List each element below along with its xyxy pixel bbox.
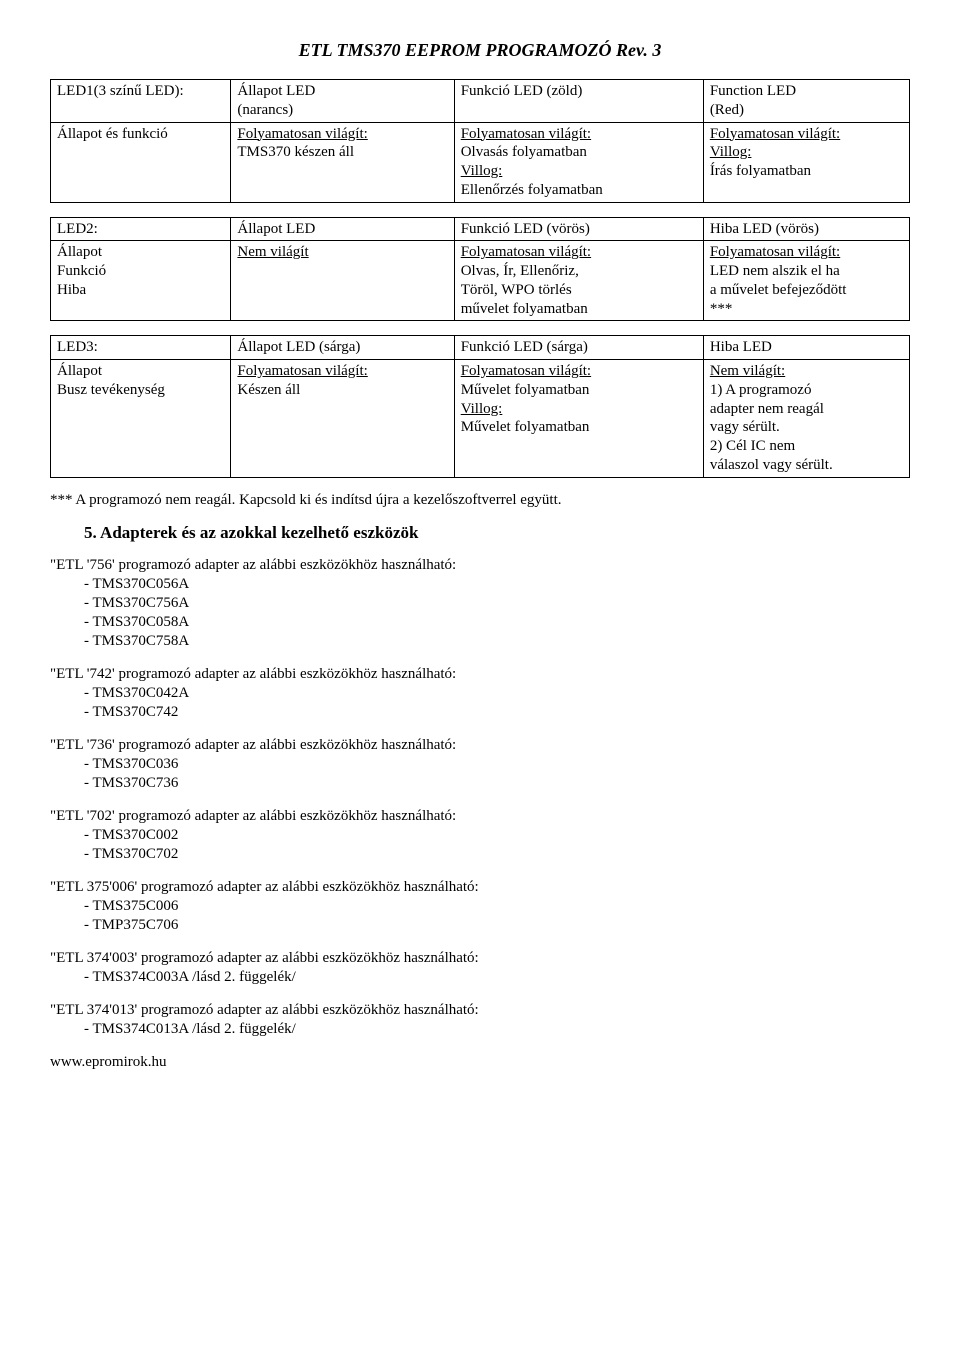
led1-r2c3: Folyamatosan világít: Olvasás folyamatba… <box>454 122 703 202</box>
led3-r2c4: Nem világít: 1) A programozó adapter nem… <box>703 360 909 478</box>
footer-url: www.epromirok.hu <box>50 1054 910 1071</box>
led1-r2c4: Folyamatosan világít: Villog: Írás folya… <box>703 122 909 202</box>
led2-r1c1: LED2: <box>51 217 231 241</box>
text: Állapot LED <box>237 83 315 99</box>
adapter-device-item: - TMP375C706 <box>84 917 910 934</box>
adapter-device-item: - TMS370C058A <box>84 614 910 631</box>
led2-table: LED2: Állapot LED Funkció LED (vörös) Hi… <box>50 217 910 322</box>
led1-r1c1: LED1(3 színű LED): <box>51 80 231 123</box>
text: (Red) <box>710 102 744 118</box>
adapter-intro: "ETL 374'003' programozó adapter az aláb… <box>50 950 910 967</box>
text: művelet folyamatban <box>461 301 588 317</box>
text: Villog: <box>710 144 752 160</box>
led3-r2c2: Folyamatosan világít: Készen áll <box>231 360 454 478</box>
adapter-device-item: - TMS370C702 <box>84 846 910 863</box>
adapter-device-item: - TMS370C002 <box>84 827 910 844</box>
led3-r1c1: LED3: <box>51 336 231 360</box>
text: Készen áll <box>237 382 300 398</box>
adapter-intro: "ETL '742' programozó adapter az alábbi … <box>50 666 910 683</box>
text: Folyamatosan világít: <box>461 363 591 379</box>
text: válaszol vagy sérült. <box>710 457 833 473</box>
led1-r1c3: Funkció LED (zöld) <box>454 80 703 123</box>
adapter-device-item: - TMS375C006 <box>84 898 910 915</box>
adapter-intro: "ETL '736' programozó adapter az alábbi … <box>50 737 910 754</box>
adapter-intro: "ETL 374'013' programozó adapter az aláb… <box>50 1002 910 1019</box>
text: Busz tevékenység <box>57 382 165 398</box>
text: Olvasás folyamatban <box>461 144 587 160</box>
led3-table: LED3: Állapot LED (sárga) Funkció LED (s… <box>50 335 910 477</box>
text: adapter nem reagál <box>710 401 824 417</box>
text: (narancs) <box>237 102 293 118</box>
led1-r2c2: Folyamatosan világít: TMS370 készen áll <box>231 122 454 202</box>
adapter-block: "ETL 374'003' programozó adapter az aláb… <box>50 950 910 986</box>
adapter-device-item: - TMS374C003A /lásd 2. függelék/ <box>84 969 910 986</box>
text: Írás folyamatban <box>710 163 811 179</box>
text: Folyamatosan világít: <box>237 126 367 142</box>
text: Folyamatosan világít: <box>461 244 591 260</box>
text: LED nem alszik el ha <box>710 263 840 279</box>
led1-r2c1: Állapot és funkció <box>51 122 231 202</box>
text: Villog: <box>461 401 503 417</box>
led2-r1c4: Hiba LED (vörös) <box>703 217 909 241</box>
led3-r2c1: Állapot Busz tevékenység <box>51 360 231 478</box>
adapter-device-item: - TMS370C736 <box>84 775 910 792</box>
adapter-block: "ETL '702' programozó adapter az alábbi … <box>50 808 910 863</box>
section-5-heading: 5. Adapterek és az azokkal kezelhető esz… <box>84 523 910 543</box>
adapter-device-item: - TMS374C013A /lásd 2. függelék/ <box>84 1021 910 1038</box>
text: Művelet folyamatban <box>461 419 590 435</box>
text: Állapot <box>57 363 102 379</box>
text: *** <box>710 301 733 317</box>
led2-r2c2: Nem világít <box>231 241 454 321</box>
led2-r2c4: Folyamatosan világít: LED nem alszik el … <box>703 241 909 321</box>
led2-r2c3: Folyamatosan világít: Olvas, Ír, Ellenőr… <box>454 241 703 321</box>
text: Nem világít: <box>710 363 785 379</box>
text: Művelet folyamatban <box>461 382 590 398</box>
text: Nem világít <box>237 244 308 260</box>
led1-r1c4: Function LED (Red) <box>703 80 909 123</box>
led2-r1c3: Funkció LED (vörös) <box>454 217 703 241</box>
text: Folyamatosan világít: <box>710 244 840 260</box>
text: Function LED <box>710 83 796 99</box>
text: Folyamatosan világít: <box>461 126 591 142</box>
text: Folyamatosan világít: <box>237 363 367 379</box>
adapter-block: "ETL '756' programozó adapter az alábbi … <box>50 557 910 650</box>
text: Funkció <box>57 263 106 279</box>
adapter-device-item: - TMS370C756A <box>84 595 910 612</box>
led3-r1c2: Állapot LED (sárga) <box>231 336 454 360</box>
adapter-intro: "ETL '702' programozó adapter az alábbi … <box>50 808 910 825</box>
text: vagy sérült. <box>710 419 780 435</box>
text: 1) A programozó <box>710 382 812 398</box>
text: Olvas, Ír, Ellenőriz, <box>461 263 579 279</box>
text: Villog: <box>461 163 503 179</box>
adapter-block: "ETL 374'013' programozó adapter az aláb… <box>50 1002 910 1038</box>
text: Állapot <box>57 244 102 260</box>
adapter-block: "ETL '742' programozó adapter az alábbi … <box>50 666 910 721</box>
led3-r1c4: Hiba LED <box>703 336 909 360</box>
adapter-intro: "ETL 375'006' programozó adapter az aláb… <box>50 879 910 896</box>
adapter-device-item: - TMS370C036 <box>84 756 910 773</box>
led1-r1c2: Állapot LED (narancs) <box>231 80 454 123</box>
text: a művelet befejeződött <box>710 282 847 298</box>
adapters-section: "ETL '756' programozó adapter az alábbi … <box>50 557 910 1038</box>
adapter-device-item: - TMS370C056A <box>84 576 910 593</box>
adapter-block: "ETL '736' programozó adapter az alábbi … <box>50 737 910 792</box>
led2-r2c1: Állapot Funkció Hiba <box>51 241 231 321</box>
text: Hiba <box>57 282 86 298</box>
text: TMS370 készen áll <box>237 144 354 160</box>
led3-r1c3: Funkció LED (sárga) <box>454 336 703 360</box>
adapter-device-item: - TMS370C042A <box>84 685 910 702</box>
adapter-block: "ETL 375'006' programozó adapter az aláb… <box>50 879 910 934</box>
led2-r1c2: Állapot LED <box>231 217 454 241</box>
note-after-table3: *** A programozó nem reagál. Kapcsold ki… <box>50 492 910 509</box>
text: 2) Cél IC nem <box>710 438 795 454</box>
text: Folyamatosan világít: <box>710 126 840 142</box>
document-title: ETL TMS370 EEPROM PROGRAMOZÓ Rev. 3 <box>50 40 910 61</box>
led3-r2c3: Folyamatosan világít: Művelet folyamatba… <box>454 360 703 478</box>
led1-table: LED1(3 színű LED): Állapot LED (narancs)… <box>50 79 910 203</box>
adapter-device-item: - TMS370C758A <box>84 633 910 650</box>
text: Ellenőrzés folyamatban <box>461 182 603 198</box>
text: Töröl, WPO törlés <box>461 282 572 298</box>
adapter-intro: "ETL '756' programozó adapter az alábbi … <box>50 557 910 574</box>
adapter-device-item: - TMS370C742 <box>84 704 910 721</box>
